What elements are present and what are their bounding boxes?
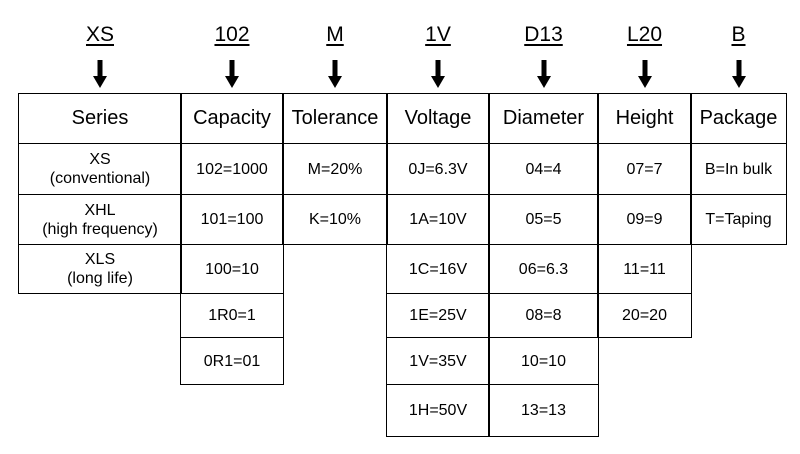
header-series: Series: [18, 93, 182, 144]
code-height: L20: [626, 23, 663, 46]
tolerance-value: K=10%: [282, 194, 388, 245]
code-voltage: 1V: [425, 23, 451, 46]
diameter-value: 08=8: [488, 293, 599, 338]
height-value: 07=7: [597, 143, 692, 195]
voltage-value: 1A=10V: [386, 194, 490, 245]
diameter-value: 05=5: [488, 194, 599, 245]
diameter-value: 10=10: [488, 337, 599, 385]
voltage-value: 1C=16V: [386, 244, 490, 294]
capacity-value: 101=100: [180, 194, 284, 245]
down-arrow-icon: [637, 60, 652, 88]
diameter-value: 04=4: [488, 143, 599, 195]
tolerance-value: M=20%: [282, 143, 388, 195]
down-arrow-icon: [731, 60, 746, 88]
code-package: B: [731, 23, 746, 46]
header-height: Height: [597, 93, 692, 144]
voltage-value: 1H=50V: [386, 384, 490, 437]
height-value: 20=20: [597, 293, 692, 338]
code-tolerance: M: [326, 23, 344, 46]
header-diameter: Diameter: [488, 93, 599, 144]
voltage-value: 0J=6.3V: [386, 143, 490, 195]
height-value: 09=9: [597, 194, 692, 245]
code-diameter: D13: [524, 23, 563, 46]
down-arrow-icon: [431, 60, 445, 88]
header-package: Package: [690, 93, 787, 144]
down-arrow-icon: [536, 60, 551, 88]
down-arrow-icon: [93, 60, 107, 88]
capacity-value: 100=10: [180, 244, 284, 294]
down-arrow-icon: [225, 60, 239, 88]
header-tolerance: Tolerance: [282, 93, 388, 144]
voltage-value: 1V=35V: [386, 337, 490, 385]
diameter-value: 06=6.3: [488, 244, 599, 294]
header-capacity: Capacity: [180, 93, 284, 144]
capacity-value: 102=1000: [180, 143, 284, 195]
voltage-value: 1E=25V: [386, 293, 490, 338]
header-voltage: Voltage: [386, 93, 490, 144]
package-value: B=In bulk: [690, 143, 787, 195]
down-arrow-icon: [328, 60, 342, 88]
height-value: 11=11: [597, 244, 692, 294]
code-series: XS: [85, 23, 114, 46]
capacity-value: 1R0=1: [180, 293, 284, 338]
capacity-value: 0R1=01: [180, 337, 284, 385]
series-value-xls: XLS (long life): [18, 244, 182, 294]
series-value-xhl: XHL (high frequency): [18, 194, 182, 245]
code-capacity: 102: [214, 23, 250, 46]
series-value-xs: XS (conventional): [18, 143, 182, 195]
package-value: T=Taping: [690, 194, 787, 245]
diameter-value: 13=13: [488, 384, 599, 437]
